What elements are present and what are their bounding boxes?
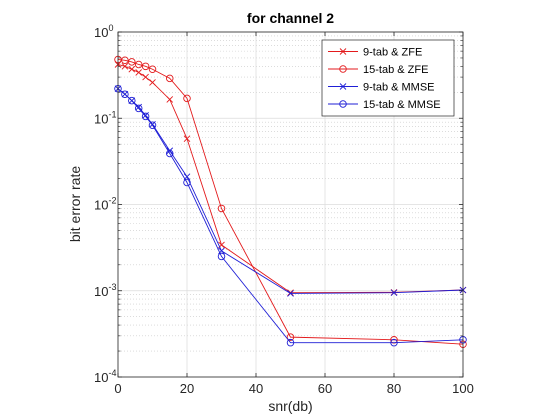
series-layer (114, 55, 467, 348)
data-point (390, 289, 398, 296)
data-point (165, 149, 174, 158)
data-point (183, 135, 191, 142)
marker-stroke (128, 65, 136, 73)
legend-entry: 15-tab & ZFE (328, 64, 428, 76)
legend-swatch-marker (339, 65, 347, 73)
y-tick-label: 100 (94, 23, 113, 40)
data-point (148, 121, 157, 129)
series-1 (114, 55, 467, 348)
marker-stroke (183, 135, 191, 142)
legend-label: 9-tab & ZFE (363, 47, 422, 59)
legend: 9-tab & ZFE 15-tab & ZFE 9-tab & MMSE 15-ta… (321, 39, 455, 117)
data-point (128, 58, 136, 66)
data-point (128, 96, 136, 105)
marker-stroke (390, 289, 398, 296)
data-point (121, 90, 129, 98)
legend-swatch-marker (339, 100, 347, 108)
marker-stroke (339, 48, 347, 55)
axis-ticks (117, 31, 464, 378)
data-point (135, 69, 143, 76)
legend-label: 15-tab & ZFE (363, 64, 428, 76)
data-point (135, 103, 143, 111)
x-tick-label: 0 (114, 381, 121, 396)
series-line (117, 64, 464, 294)
series-3 (114, 84, 467, 347)
legend-entry: 9-tab & MMSE (328, 82, 435, 94)
x-tick-label: 20 (180, 381, 194, 396)
x-tick-label: 40 (249, 381, 263, 396)
marker-stroke (121, 63, 129, 70)
data-point (166, 96, 174, 103)
data-point (287, 290, 294, 297)
marker-stroke (149, 79, 156, 86)
data-point (128, 65, 136, 73)
marker-stroke (166, 96, 174, 103)
marker-stroke (135, 103, 143, 111)
marker-stroke (287, 290, 294, 297)
marker-stroke (287, 289, 294, 296)
x-axis-label: snr(db) (268, 398, 312, 414)
marker-stroke (339, 83, 347, 90)
legend-entry: 9-tab & ZFE (328, 47, 422, 59)
legend-label: 15-tab & MMSE (363, 99, 441, 111)
legend-swatch-marker (339, 83, 347, 90)
marker-stroke (142, 73, 149, 81)
y-axis-label: bit error rate (67, 166, 83, 242)
data-point (217, 204, 226, 213)
data-point (121, 56, 129, 65)
data-point (149, 79, 156, 86)
data-point (121, 63, 129, 70)
data-point (217, 252, 226, 261)
marker-stroke (166, 147, 174, 155)
chart-title: for channel 2 (247, 10, 334, 26)
data-point (165, 74, 174, 83)
legend-entry: 15-tab & MMSE (328, 99, 441, 111)
marker-stroke (135, 69, 143, 76)
y-tick-label: 10-4 (94, 368, 116, 385)
data-point (287, 289, 294, 296)
data-point (134, 60, 143, 69)
data-point (183, 178, 191, 187)
x-tick-label: 60 (318, 381, 332, 396)
data-point (166, 147, 174, 155)
minor-grid (118, 35, 463, 352)
series-line (117, 59, 464, 345)
y-tick-label: 10-3 (94, 282, 116, 299)
data-point (183, 94, 191, 103)
x-tick-labels: 0 20 40 60 80 100 (114, 381, 473, 396)
data-point (134, 104, 143, 113)
series-line (117, 88, 464, 344)
x-tick-label: 100 (452, 381, 474, 396)
y-tick-label: 10-2 (94, 196, 116, 213)
y-tick-labels: 100 10-1 10-2 10-3 10-4 (94, 23, 116, 385)
data-point (142, 73, 149, 81)
data-point (390, 338, 398, 347)
data-point (141, 112, 150, 121)
legend-swatch-marker (339, 48, 347, 55)
legend-label: 9-tab & MMSE (363, 82, 435, 94)
data-point (286, 338, 295, 347)
data-point (148, 65, 157, 73)
x-tick-label: 80 (387, 381, 401, 396)
data-point (141, 62, 150, 71)
data-point (286, 333, 295, 341)
y-tick-label: 10-1 (94, 109, 116, 126)
